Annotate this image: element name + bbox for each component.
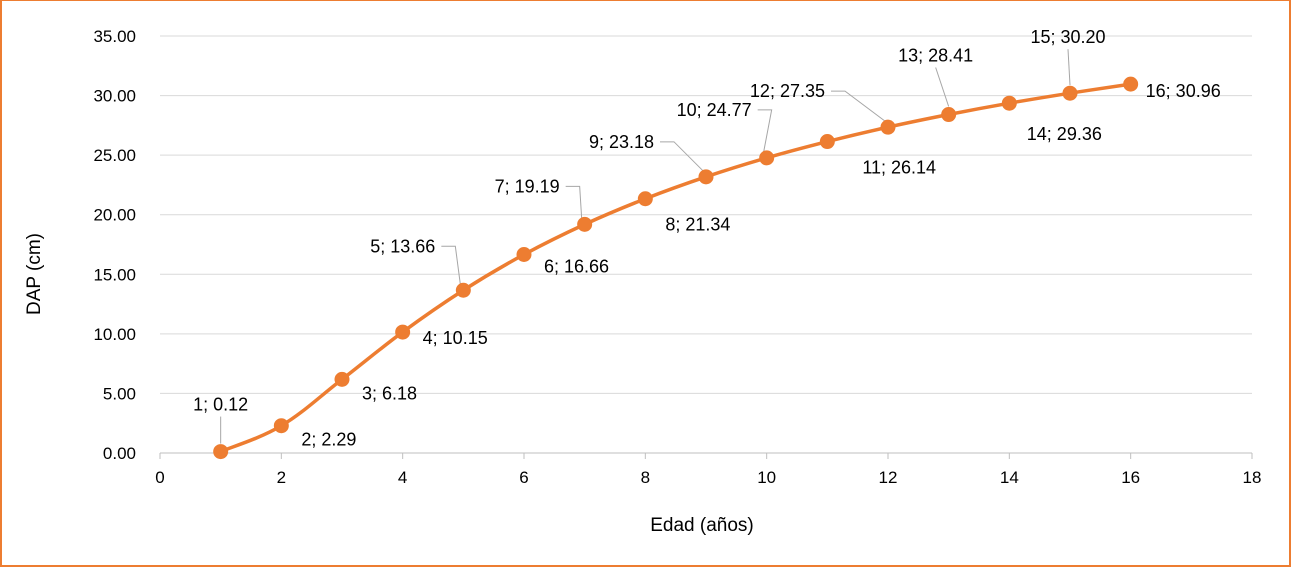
data-point xyxy=(1062,85,1078,101)
data-label: 2; 2.29 xyxy=(301,430,356,450)
data-point xyxy=(273,418,289,434)
leader-line xyxy=(441,245,461,285)
x-tick-label: 14 xyxy=(1000,468,1019,487)
data-point xyxy=(213,444,229,460)
data-label: 14; 29.36 xyxy=(1027,124,1102,144)
x-tick-label: 16 xyxy=(1121,468,1140,487)
label-layer: 1; 0.12 2; 2.29 3; 6.18 4; 10.15 5; 13.66 6; … xyxy=(193,27,1221,450)
data-point xyxy=(698,169,714,185)
y-tick-label: 20.00 xyxy=(93,206,136,225)
data-label: 6; 16.66 xyxy=(544,257,609,277)
grid-layer xyxy=(160,35,1252,394)
series-line xyxy=(219,82,1131,454)
data-label: 8; 21.34 xyxy=(665,215,730,235)
data-label: 5; 13.66 xyxy=(370,236,435,256)
series-layer xyxy=(213,76,1139,460)
data-point xyxy=(759,150,775,166)
x-tick-label: 2 xyxy=(277,468,286,487)
data-point xyxy=(1001,95,1017,111)
leader-line xyxy=(935,67,950,107)
x-tick-label: 6 xyxy=(519,468,528,487)
data-label: 4; 10.15 xyxy=(423,328,488,348)
data-point xyxy=(577,216,593,232)
y-tick-label: 15.00 xyxy=(93,265,136,284)
data-label: 12; 27.35 xyxy=(750,81,825,101)
y-tick-label: 35.00 xyxy=(93,27,136,46)
y-tick-label: 10.00 xyxy=(93,325,136,344)
data-label: 11; 26.14 xyxy=(862,158,936,178)
data-point xyxy=(941,107,957,123)
x-tick-label: 8 xyxy=(641,468,650,487)
y-tick-label: 5.00 xyxy=(103,384,136,403)
data-point xyxy=(334,371,350,387)
x-tick-label: 12 xyxy=(879,468,898,487)
data-label: 10; 24.77 xyxy=(677,100,752,120)
x-tick-label: 10 xyxy=(757,468,776,487)
y-tick-label: 25.00 xyxy=(93,146,136,165)
data-label: 1; 0.12 xyxy=(193,395,248,415)
leader-line xyxy=(831,90,886,122)
data-point xyxy=(516,247,532,263)
leader-line xyxy=(660,141,704,172)
data-point xyxy=(395,324,411,340)
data-point xyxy=(880,119,896,135)
leader-line xyxy=(757,109,773,152)
data-label: 3; 6.18 xyxy=(362,383,417,403)
y-tick-label: 0.00 xyxy=(103,444,136,463)
y-tick-label: 30.00 xyxy=(93,87,136,106)
leader-line xyxy=(565,185,583,219)
leader-line xyxy=(1067,49,1071,86)
data-label: 7; 19.19 xyxy=(495,176,560,196)
data-label: 13; 28.41 xyxy=(898,46,973,66)
axis-layer: 0.00 5.00 10.00 15.00 20.00 25.00 30.00 35.00 0 2… xyxy=(93,27,1261,487)
y-axis-title: DAP (cm) xyxy=(24,233,45,315)
data-point xyxy=(637,191,653,207)
data-point xyxy=(455,282,471,298)
data-label: 16; 30.96 xyxy=(1146,81,1221,101)
leader-layer xyxy=(220,49,1071,444)
x-tick-label: 0 xyxy=(155,468,164,487)
x-tick-label: 18 xyxy=(1243,468,1262,487)
data-point xyxy=(819,134,835,150)
x-axis-title: Edad (años) xyxy=(650,515,754,536)
data-point xyxy=(1123,76,1139,92)
x-tick-label: 4 xyxy=(398,468,407,487)
data-label: 15; 30.20 xyxy=(1030,27,1105,47)
data-label: 9; 23.18 xyxy=(589,132,654,152)
